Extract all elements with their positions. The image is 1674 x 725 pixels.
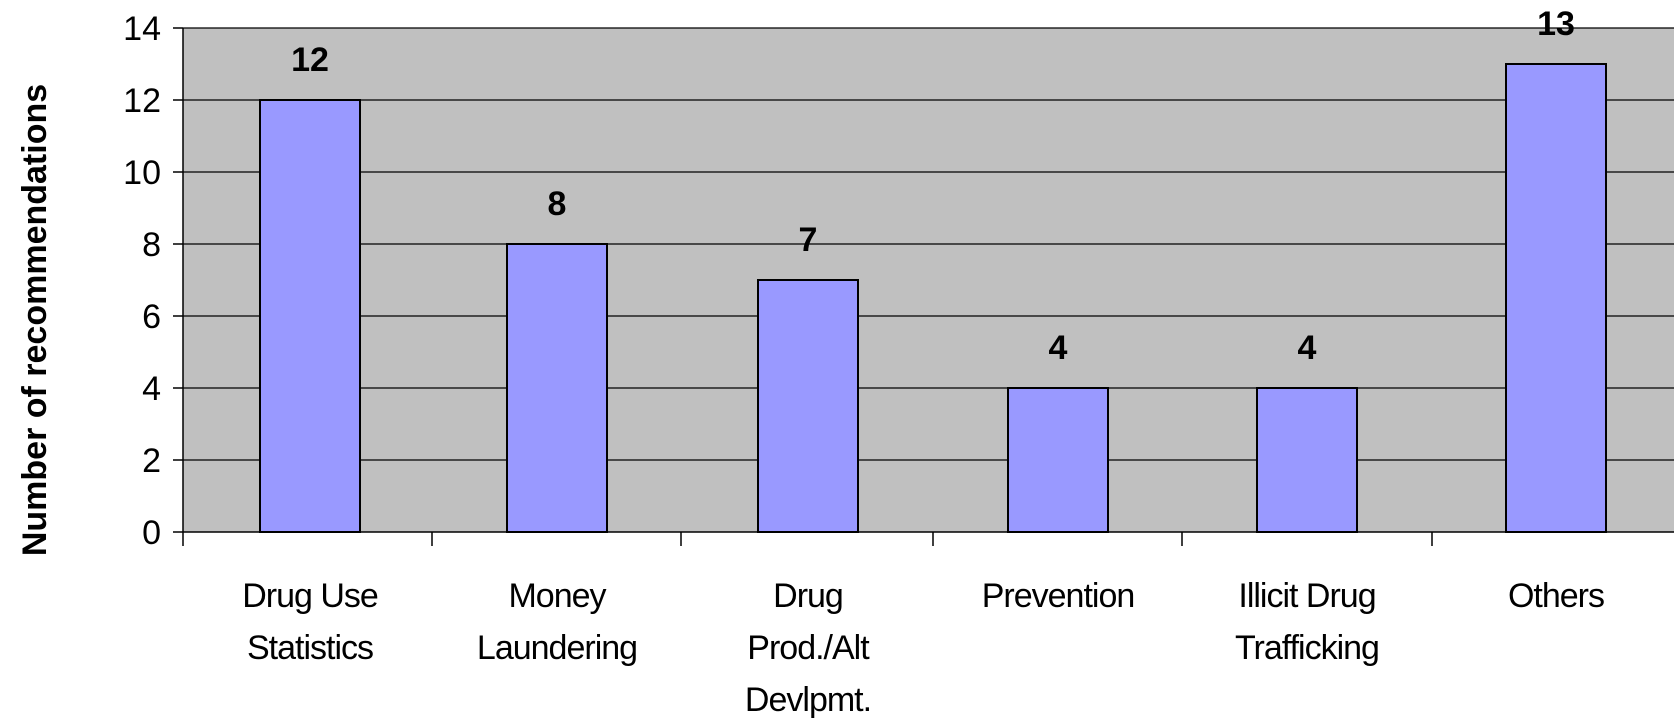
gridlines [183, 27, 1674, 461]
bar [1256, 387, 1358, 533]
y-tick-labels: 0 2 4 6 8 10 12 14 [123, 10, 161, 552]
category-label: Drug Prod./Alt Devlpmt. [745, 577, 871, 719]
y-tick-label: 12 [123, 82, 161, 120]
data-label: 12 [291, 41, 329, 79]
y-tick-label: 0 [142, 514, 161, 552]
plot-area [183, 28, 1674, 532]
category-label-line: Prod./Alt [747, 629, 870, 667]
bars [259, 63, 1607, 533]
category-label-line: Devlpmt. [745, 681, 871, 719]
category-labels: Drug Use Statistics Money Laundering Drug Pro… [242, 577, 1605, 719]
data-label: 7 [799, 221, 818, 259]
category-label-line: Statistics [247, 629, 373, 667]
y-axis-label: Number of recommendations [16, 84, 54, 556]
axes [173, 27, 1674, 546]
category-label-line: Drug [773, 577, 843, 615]
category-label-line: Trafficking [1235, 629, 1379, 667]
y-tick-label: 4 [142, 370, 161, 408]
y-tick-label: 6 [142, 298, 161, 336]
data-label: 13 [1537, 5, 1575, 43]
y-tick-label: 10 [123, 154, 161, 192]
data-label: 4 [1049, 329, 1068, 367]
y-tick-label: 8 [142, 226, 161, 264]
category-label-line: Illicit Drug [1238, 577, 1375, 615]
bar [259, 99, 361, 533]
data-labels: 12 8 7 4 4 13 [291, 5, 1575, 367]
bar [506, 243, 608, 533]
category-label: Drug Use Statistics [242, 577, 378, 667]
category-label: Prevention [982, 577, 1135, 615]
category-label-line: Laundering [477, 629, 637, 667]
category-label: Money Laundering [477, 577, 637, 667]
y-tick-label: 14 [123, 10, 161, 48]
category-label-line: Money [508, 577, 606, 615]
category-label-line: Others [1508, 577, 1604, 615]
y-tick-label: 2 [142, 442, 161, 480]
category-label: Illicit Drug Trafficking [1235, 577, 1379, 667]
bar [1007, 387, 1109, 533]
bar [1505, 63, 1607, 533]
category-label-line: Prevention [982, 577, 1135, 615]
data-label: 4 [1298, 329, 1317, 367]
category-label-line: Drug Use [242, 577, 378, 615]
data-label: 8 [548, 185, 567, 223]
category-label: Others [1508, 577, 1604, 615]
bar [757, 279, 859, 533]
